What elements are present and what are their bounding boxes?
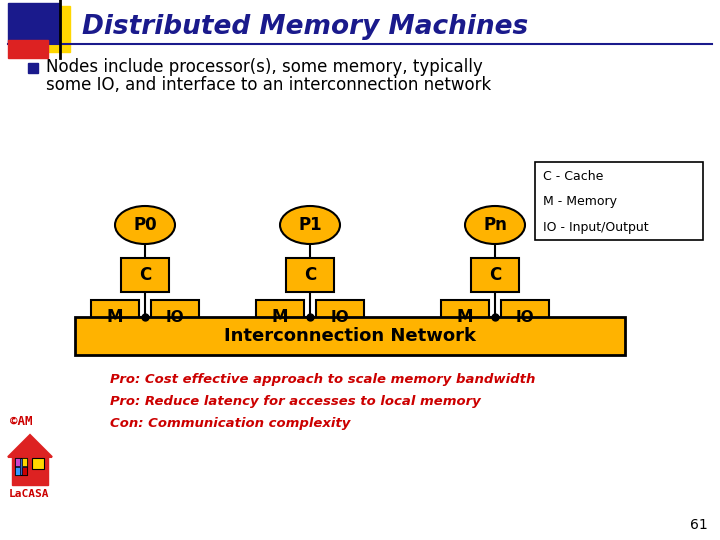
Text: IO: IO [516,309,534,325]
Bar [15,458,27,475]
Text: some IO, and interface to an interconnection network: some IO, and interface to an interconnec… [46,76,491,94]
Text: Pro: Reduce latency for accesses to local memory: Pro: Reduce latency for accesses to loca… [110,395,481,408]
Bar [15,467,20,475]
Text: P0: P0 [133,216,157,234]
Text: M: M [456,308,473,326]
Text: M: M [107,308,123,326]
Ellipse shape [115,206,175,244]
Text: M - Memory: M - Memory [543,195,617,208]
Ellipse shape [465,206,525,244]
Bar [535,162,703,240]
Text: Nodes include processor(s), some memory, typically: Nodes include processor(s), some memory,… [46,58,482,76]
Text: IO - Input/Output: IO - Input/Output [543,221,649,234]
Text: ...: ... [402,307,428,327]
Text: ©AM: ©AM [10,415,32,428]
Bar [15,458,20,466]
Bar [151,300,199,334]
Bar [471,258,519,292]
Bar [91,300,139,334]
Bar [8,3,60,43]
Text: C: C [304,266,316,284]
Text: C: C [489,266,501,284]
Text: LaCASA: LaCASA [9,489,50,499]
Bar [22,467,27,475]
Bar [501,300,549,334]
Bar [32,458,44,469]
Bar [12,455,48,485]
Text: Distributed Memory Machines: Distributed Memory Machines [82,14,528,40]
Bar [256,300,304,334]
Text: Pro: Cost effective approach to scale memory bandwidth: Pro: Cost effective approach to scale me… [110,374,536,387]
Text: C: C [139,266,151,284]
Bar [286,258,334,292]
Text: M: M [271,308,288,326]
Text: IO: IO [330,309,349,325]
Text: 61: 61 [690,518,708,532]
Ellipse shape [280,206,340,244]
Text: IO: IO [166,309,184,325]
Bar [8,40,48,58]
Text: Interconnection Network: Interconnection Network [224,327,476,345]
Text: Pn: Pn [483,216,507,234]
Bar [121,258,169,292]
Bar [28,63,38,73]
Bar [441,300,489,334]
Text: C - Cache: C - Cache [543,170,603,183]
Bar [18,6,70,52]
Polygon shape [8,435,52,457]
Bar [75,317,625,355]
Text: Con: Communication complexity: Con: Communication complexity [110,417,351,430]
Text: P1: P1 [298,216,322,234]
Bar [22,458,27,466]
Bar [316,300,364,334]
